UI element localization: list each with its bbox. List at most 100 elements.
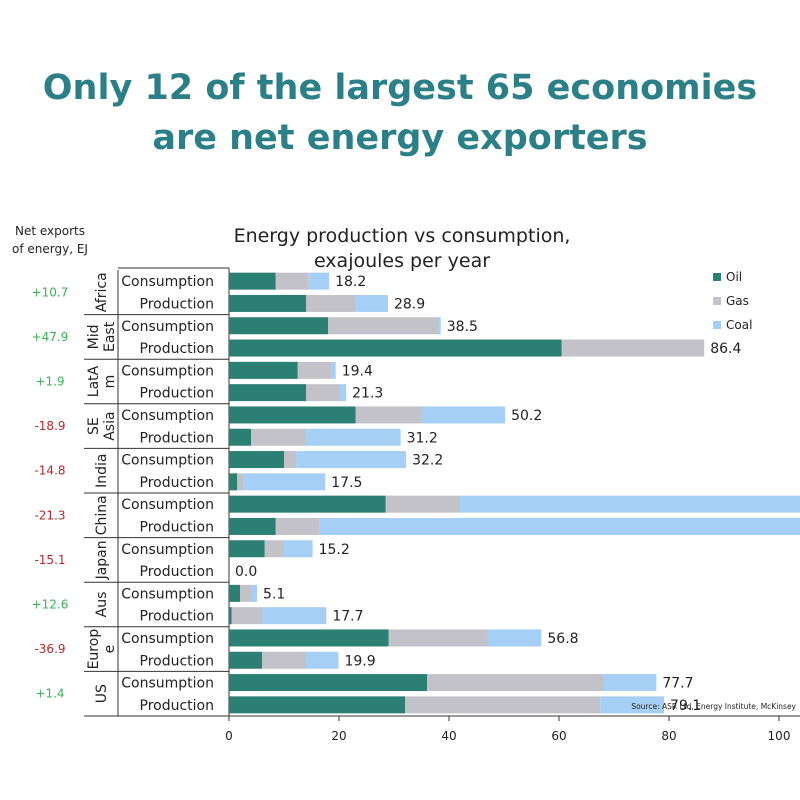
region-label-line: Asia bbox=[102, 411, 118, 440]
region-label: Africa bbox=[94, 272, 110, 312]
bar-segment-coal bbox=[331, 361, 336, 379]
region-label: SEAsia bbox=[86, 411, 118, 440]
bar-segment-coal bbox=[421, 406, 506, 424]
x-tick-label: 60 bbox=[551, 729, 566, 743]
row-label-consumption: Consumption bbox=[121, 274, 214, 290]
net-exports-value: -36.9 bbox=[34, 642, 65, 656]
bar-total-label: 50.2 bbox=[511, 408, 542, 424]
net-exports-value: +1.4 bbox=[35, 687, 64, 701]
bar-segment-gas bbox=[275, 517, 320, 535]
region-label: MidEast bbox=[86, 321, 118, 352]
legend-swatch-gas bbox=[713, 297, 721, 305]
chart-title-line: exajoules per year bbox=[314, 250, 490, 272]
bar-total-label: 21.3 bbox=[352, 386, 383, 402]
bar-segment-oil bbox=[229, 272, 276, 290]
region-label: Aus bbox=[94, 592, 110, 618]
region-label: LatAm bbox=[86, 365, 118, 397]
row-label-consumption: Consumption bbox=[121, 676, 214, 692]
bar-segment-coal bbox=[600, 696, 665, 714]
bar-segment-oil bbox=[229, 428, 251, 446]
row-label-production: Production bbox=[140, 296, 214, 312]
source-note: Source: ASR Ltd, Energy Institute, McKin… bbox=[631, 702, 796, 711]
x-tick-label: 80 bbox=[661, 729, 676, 743]
region-label-line: Mid bbox=[86, 324, 102, 349]
row-label-production: Production bbox=[140, 609, 214, 625]
row-label-production: Production bbox=[140, 698, 214, 714]
region-label: Europe bbox=[86, 629, 118, 670]
net-exports-value: -21.3 bbox=[34, 508, 65, 522]
row-label-production: Production bbox=[140, 430, 214, 446]
bar-total-label: 0.0 bbox=[235, 564, 257, 580]
bar-total-label: 28.9 bbox=[394, 296, 425, 312]
net-exports-value: +10.7 bbox=[32, 285, 69, 299]
bar-segment-oil bbox=[229, 339, 562, 357]
bar-total-label: 19.9 bbox=[344, 653, 375, 669]
bar-segment-gas bbox=[306, 384, 339, 402]
headline-line-1: Only 12 of the largest 65 economies bbox=[42, 68, 758, 108]
net-exports-header-line: of energy, EJ bbox=[12, 242, 88, 256]
net-exports-value: +12.6 bbox=[32, 598, 69, 612]
region-label: India bbox=[94, 454, 110, 488]
bar-total-label: 17.7 bbox=[332, 609, 363, 625]
region-label-line: Africa bbox=[94, 272, 110, 312]
bar-segment-oil bbox=[229, 317, 328, 335]
bar-segment-gas bbox=[297, 361, 332, 379]
row-label-consumption: Consumption bbox=[121, 363, 214, 379]
bar-segment-coal bbox=[306, 428, 401, 446]
bar-segment-gas bbox=[275, 272, 309, 290]
bar-segment-gas bbox=[306, 294, 356, 312]
x-tick-label: 0 bbox=[225, 729, 233, 743]
bar-segment-coal bbox=[438, 317, 441, 335]
bar-segment-coal bbox=[339, 384, 347, 402]
region-label-line: East bbox=[102, 321, 118, 352]
region-label-line: e bbox=[102, 645, 118, 654]
bar-segment-coal bbox=[284, 540, 313, 558]
x-tick-label: 100 bbox=[768, 729, 791, 743]
bar-segment-coal bbox=[460, 495, 800, 513]
bar-segment-oil bbox=[229, 495, 386, 513]
net-exports-header-line: Net exports bbox=[15, 224, 85, 238]
bar-segment-coal bbox=[296, 451, 407, 469]
row-label-production: Production bbox=[140, 519, 214, 535]
net-exports-value: -18.9 bbox=[34, 419, 65, 433]
bar-segment-gas bbox=[405, 696, 601, 714]
bar-segment-gas bbox=[328, 317, 438, 335]
bar-segment-coal bbox=[306, 651, 339, 669]
bar-segment-oil bbox=[229, 384, 306, 402]
row-label-consumption: Consumption bbox=[121, 542, 214, 558]
bar-total-label: 32.2 bbox=[412, 453, 443, 469]
bar-total-label: 5.1 bbox=[263, 586, 285, 602]
bar-segment-coal bbox=[487, 629, 542, 647]
bar-segment-gas bbox=[385, 495, 460, 513]
bar-total-label: 77.7 bbox=[662, 676, 693, 692]
legend-label-coal: Coal bbox=[726, 318, 752, 332]
bar-segment-gas bbox=[355, 406, 422, 424]
row-label-production: Production bbox=[140, 653, 214, 669]
headline-line-2: are net energy exporters bbox=[152, 118, 648, 158]
row-label-consumption: Consumption bbox=[121, 408, 214, 424]
bar-total-label: 15.2 bbox=[319, 542, 350, 558]
bar-segment-oil bbox=[229, 584, 240, 602]
row-label-production: Production bbox=[140, 475, 214, 491]
bar-total-label: 31.2 bbox=[407, 430, 438, 446]
region-label-line: US bbox=[94, 684, 110, 703]
row-label-consumption: Consumption bbox=[121, 453, 214, 469]
bar-segment-oil bbox=[229, 651, 262, 669]
bar-segment-coal bbox=[243, 473, 326, 491]
net-exports-value: +1.9 bbox=[35, 375, 64, 389]
bar-segment-coal bbox=[308, 272, 330, 290]
bar-segment-coal bbox=[319, 517, 800, 535]
region-label: Japan bbox=[94, 540, 110, 580]
region-label-line: LatA bbox=[86, 365, 102, 397]
net-exports-value: +47.9 bbox=[32, 330, 69, 344]
bar-segment-gas bbox=[237, 473, 244, 491]
region-label-line: India bbox=[94, 454, 110, 488]
bar-segment-gas bbox=[561, 339, 705, 357]
row-label-production: Production bbox=[140, 564, 214, 580]
bar-segment-oil bbox=[229, 473, 238, 491]
bar-total-label: 19.4 bbox=[342, 363, 373, 379]
region-label-line: SE bbox=[86, 417, 102, 435]
region-label-line: m bbox=[102, 375, 118, 389]
bar-segment-gas bbox=[262, 651, 306, 669]
